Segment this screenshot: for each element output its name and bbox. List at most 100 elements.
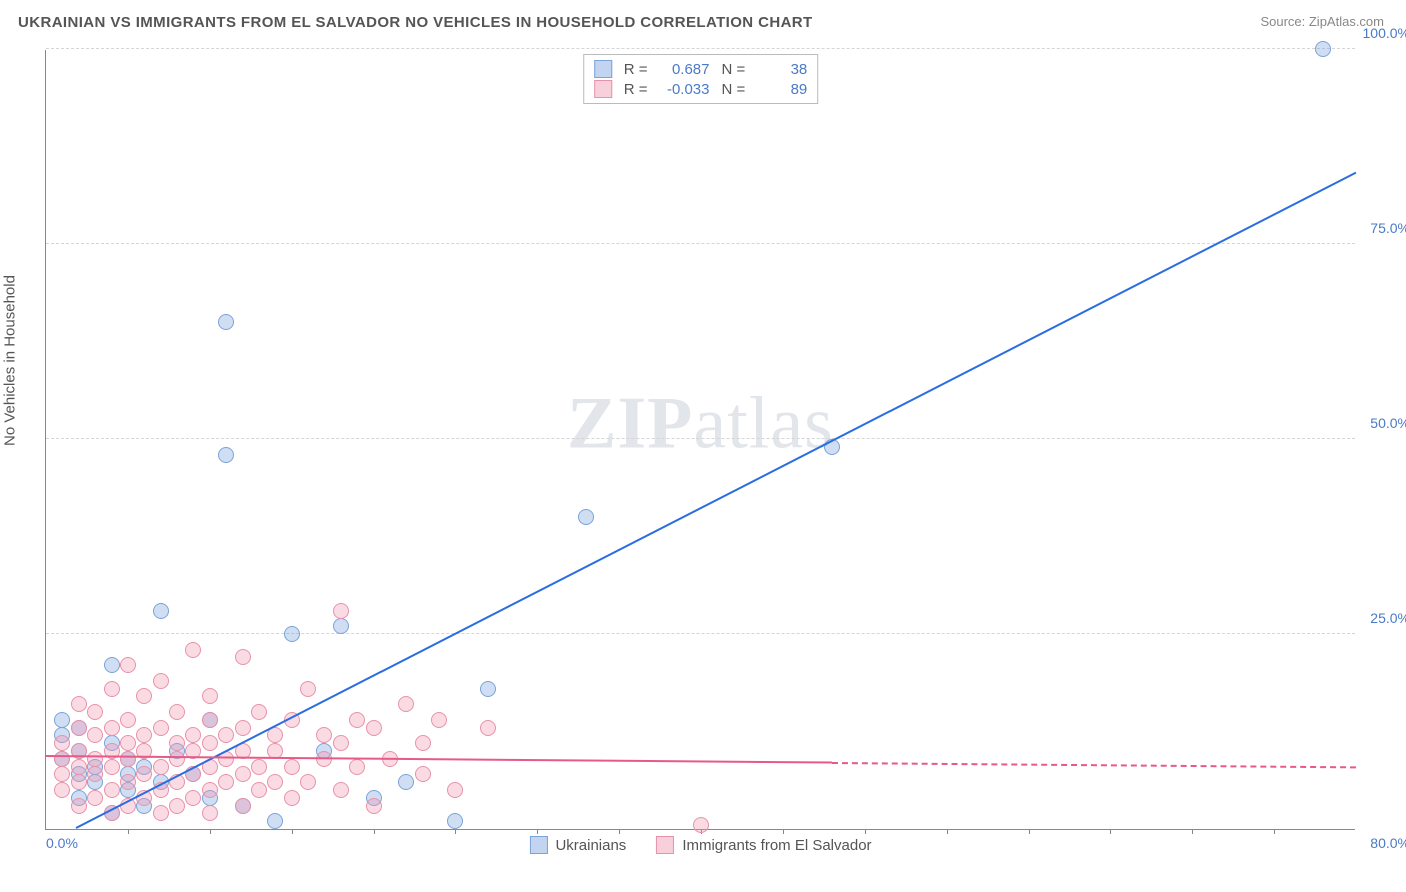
data-point: [185, 727, 201, 743]
data-point: [218, 314, 234, 330]
data-point: [104, 782, 120, 798]
data-point: [136, 766, 152, 782]
data-point: [235, 766, 251, 782]
gridline: [46, 48, 1355, 49]
swatch-pink-icon: [594, 80, 612, 98]
data-point: [120, 712, 136, 728]
data-point: [349, 759, 365, 775]
stats-legend: R = 0.687 N = 38 R = -0.033 N = 89: [583, 54, 819, 104]
data-point: [153, 759, 169, 775]
data-point: [218, 774, 234, 790]
data-point: [136, 727, 152, 743]
data-point: [202, 735, 218, 751]
data-point: [71, 774, 87, 790]
data-point: [267, 813, 283, 829]
data-point: [415, 735, 431, 751]
data-point: [71, 798, 87, 814]
data-point: [447, 813, 463, 829]
data-point: [333, 618, 349, 634]
data-point: [185, 642, 201, 658]
series-legend: Ukrainians Immigrants from El Salvador: [529, 836, 871, 854]
stats-row-ukrainians: R = 0.687 N = 38: [594, 59, 808, 79]
data-point: [153, 805, 169, 821]
data-point: [169, 735, 185, 751]
data-point: [71, 696, 87, 712]
watermark: ZIPatlas: [567, 381, 834, 466]
x-tick-min: 0.0%: [46, 835, 78, 851]
data-point: [300, 774, 316, 790]
legend-item-ukrainians: Ukrainians: [529, 836, 626, 854]
x-tick-mark: [865, 829, 866, 834]
y-tick-label: 50.0%: [1370, 415, 1406, 431]
trend-line: [76, 172, 1356, 829]
data-point: [333, 603, 349, 619]
data-point: [54, 766, 70, 782]
x-tick-mark: [783, 829, 784, 834]
data-point: [120, 657, 136, 673]
stats-row-elsalvador: R = -0.033 N = 89: [594, 79, 808, 99]
x-tick-mark: [455, 829, 456, 834]
swatch-blue-icon: [529, 836, 547, 854]
data-point: [54, 735, 70, 751]
data-point: [87, 751, 103, 767]
gridline: [46, 438, 1355, 439]
chart-container: UKRAINIAN VS IMMIGRANTS FROM EL SALVADOR…: [0, 0, 1406, 892]
data-point: [185, 790, 201, 806]
data-point: [431, 712, 447, 728]
x-tick-max: 80.0%: [1370, 835, 1406, 851]
data-point: [235, 798, 251, 814]
data-point: [447, 782, 463, 798]
data-point: [202, 805, 218, 821]
plot-area: ZIPatlas R = 0.687 N = 38 R = -0.033 N =…: [45, 50, 1355, 830]
data-point: [398, 774, 414, 790]
data-point: [284, 790, 300, 806]
data-point: [87, 727, 103, 743]
x-tick-mark: [537, 829, 538, 834]
data-point: [284, 759, 300, 775]
x-tick-mark: [1192, 829, 1193, 834]
data-point: [366, 798, 382, 814]
data-point: [251, 782, 267, 798]
data-point: [202, 688, 218, 704]
data-point: [169, 704, 185, 720]
data-point: [218, 447, 234, 463]
data-point: [333, 735, 349, 751]
data-point: [120, 735, 136, 751]
swatch-blue-icon: [594, 60, 612, 78]
data-point: [300, 681, 316, 697]
y-axis-label: No Vehicles in Household: [2, 275, 19, 446]
legend-item-elsalvador: Immigrants from El Salvador: [656, 836, 871, 854]
data-point: [71, 720, 87, 736]
trend-line-extrapolated: [832, 762, 1356, 768]
data-point: [153, 603, 169, 619]
x-tick-mark: [374, 829, 375, 834]
data-point: [251, 704, 267, 720]
y-tick-label: 100.0%: [1363, 25, 1406, 41]
data-point: [54, 751, 70, 767]
data-point: [202, 782, 218, 798]
data-point: [71, 759, 87, 775]
data-point: [415, 766, 431, 782]
data-point: [104, 657, 120, 673]
x-tick-mark: [1274, 829, 1275, 834]
data-point: [87, 766, 103, 782]
data-point: [267, 774, 283, 790]
x-tick-mark: [292, 829, 293, 834]
data-point: [169, 798, 185, 814]
y-tick-label: 25.0%: [1370, 610, 1406, 626]
x-tick-mark: [210, 829, 211, 834]
data-point: [153, 673, 169, 689]
data-point: [54, 712, 70, 728]
legend-label: Ukrainians: [555, 837, 626, 854]
data-point: [120, 774, 136, 790]
data-point: [87, 704, 103, 720]
x-tick-mark: [619, 829, 620, 834]
data-point: [169, 751, 185, 767]
data-point: [120, 751, 136, 767]
chart-title: UKRAINIAN VS IMMIGRANTS FROM EL SALVADOR…: [18, 14, 813, 31]
data-point: [284, 626, 300, 642]
data-point: [104, 720, 120, 736]
x-tick-mark: [947, 829, 948, 834]
data-point: [153, 720, 169, 736]
data-point: [235, 720, 251, 736]
